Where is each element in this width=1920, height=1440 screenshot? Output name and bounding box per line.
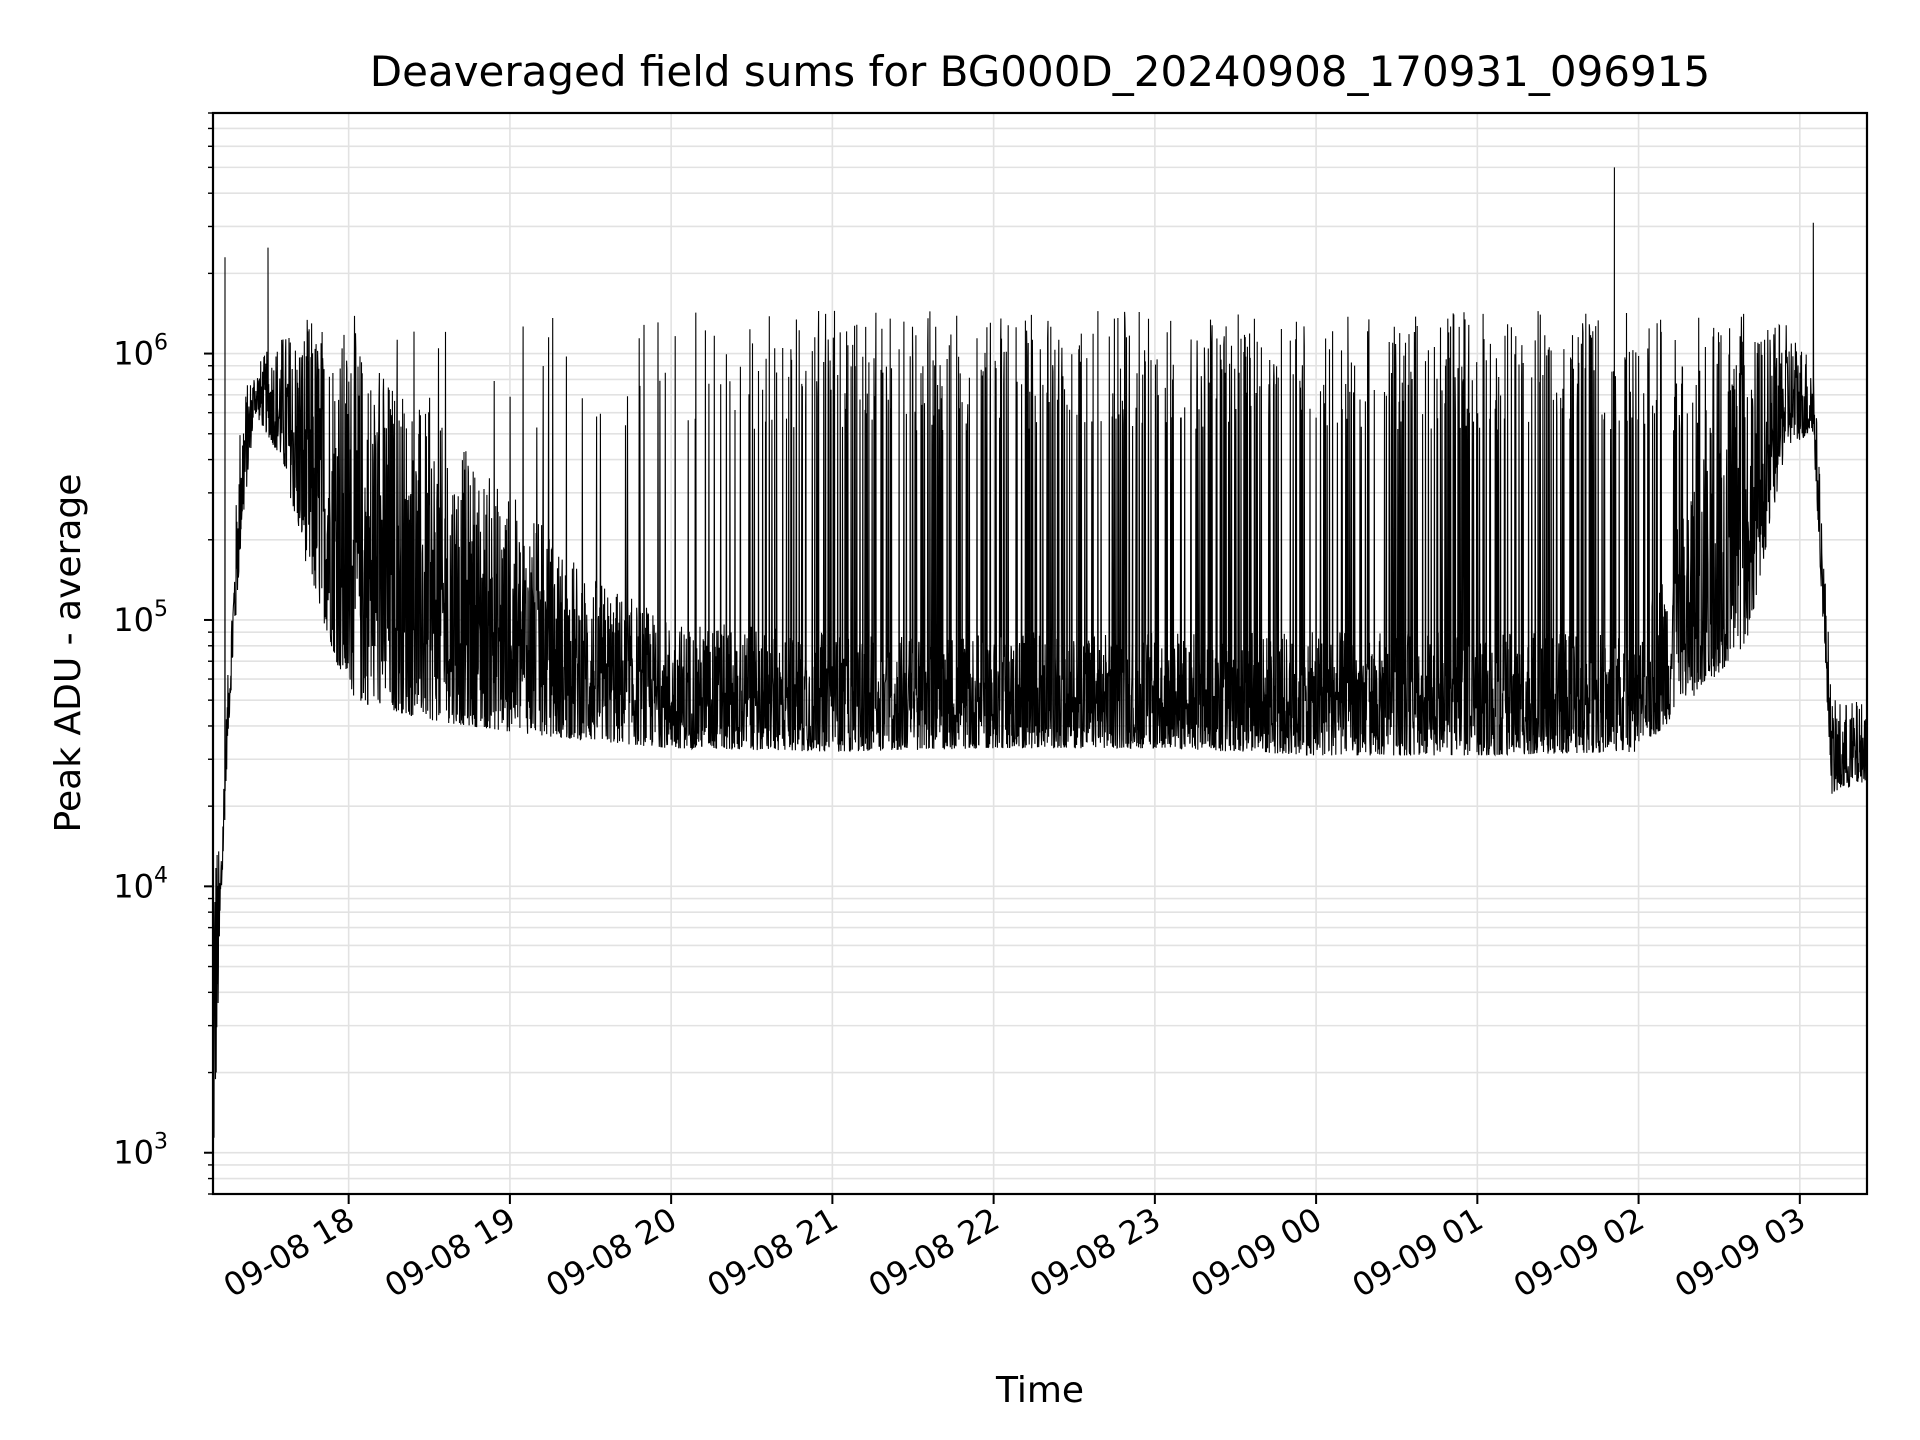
y-tick-label: 103 [113,1130,168,1172]
chart-title: Deaveraged field sums for BG000D_2024090… [370,47,1710,96]
svg-text:104: 104 [113,863,168,905]
y-axis-label: Peak ADU - average [48,474,89,833]
series-1-line [213,167,1867,1138]
y-tick-label: 105 [113,597,168,639]
svg-text:105: 105 [113,597,168,639]
x-axis-label: Time [995,1370,1084,1411]
plot-frame [211,111,1869,1196]
y-tick-label: 104 [113,863,168,905]
svg-text:103: 103 [113,1130,168,1172]
series-line [213,167,1867,1138]
y-tick-label: 106 [113,331,168,373]
svg-text:106: 106 [113,331,168,373]
